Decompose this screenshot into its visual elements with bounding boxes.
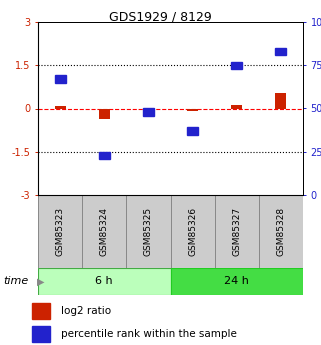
Bar xyxy=(55,76,65,83)
Text: time: time xyxy=(3,276,29,286)
Bar xyxy=(38,268,170,295)
Bar xyxy=(38,195,82,268)
Bar xyxy=(215,195,259,268)
Bar xyxy=(170,195,215,268)
Bar xyxy=(32,303,50,319)
Bar xyxy=(143,108,154,116)
Text: GDS1929 / 8129: GDS1929 / 8129 xyxy=(109,10,212,23)
Text: 24 h: 24 h xyxy=(224,276,249,286)
Bar xyxy=(99,151,110,159)
Bar xyxy=(170,268,303,295)
Text: GSM85326: GSM85326 xyxy=(188,207,197,256)
Bar xyxy=(187,127,198,135)
Text: log2 ratio: log2 ratio xyxy=(61,306,111,316)
Bar xyxy=(187,108,198,111)
Bar xyxy=(82,195,126,268)
Text: GSM85327: GSM85327 xyxy=(232,207,241,256)
Bar xyxy=(259,195,303,268)
Bar xyxy=(143,108,154,110)
Bar xyxy=(231,62,242,69)
Text: GSM85323: GSM85323 xyxy=(56,207,65,256)
Bar xyxy=(231,105,242,108)
Bar xyxy=(275,93,286,108)
Bar xyxy=(126,195,170,268)
Bar xyxy=(275,48,286,55)
Bar xyxy=(55,106,65,108)
Text: GSM85324: GSM85324 xyxy=(100,207,109,256)
Text: GSM85328: GSM85328 xyxy=(276,207,285,256)
Bar xyxy=(32,326,50,342)
Bar xyxy=(99,108,110,119)
Text: percentile rank within the sample: percentile rank within the sample xyxy=(61,329,237,339)
Text: 6 h: 6 h xyxy=(95,276,113,286)
Text: GSM85325: GSM85325 xyxy=(144,207,153,256)
Text: ▶: ▶ xyxy=(37,276,44,286)
